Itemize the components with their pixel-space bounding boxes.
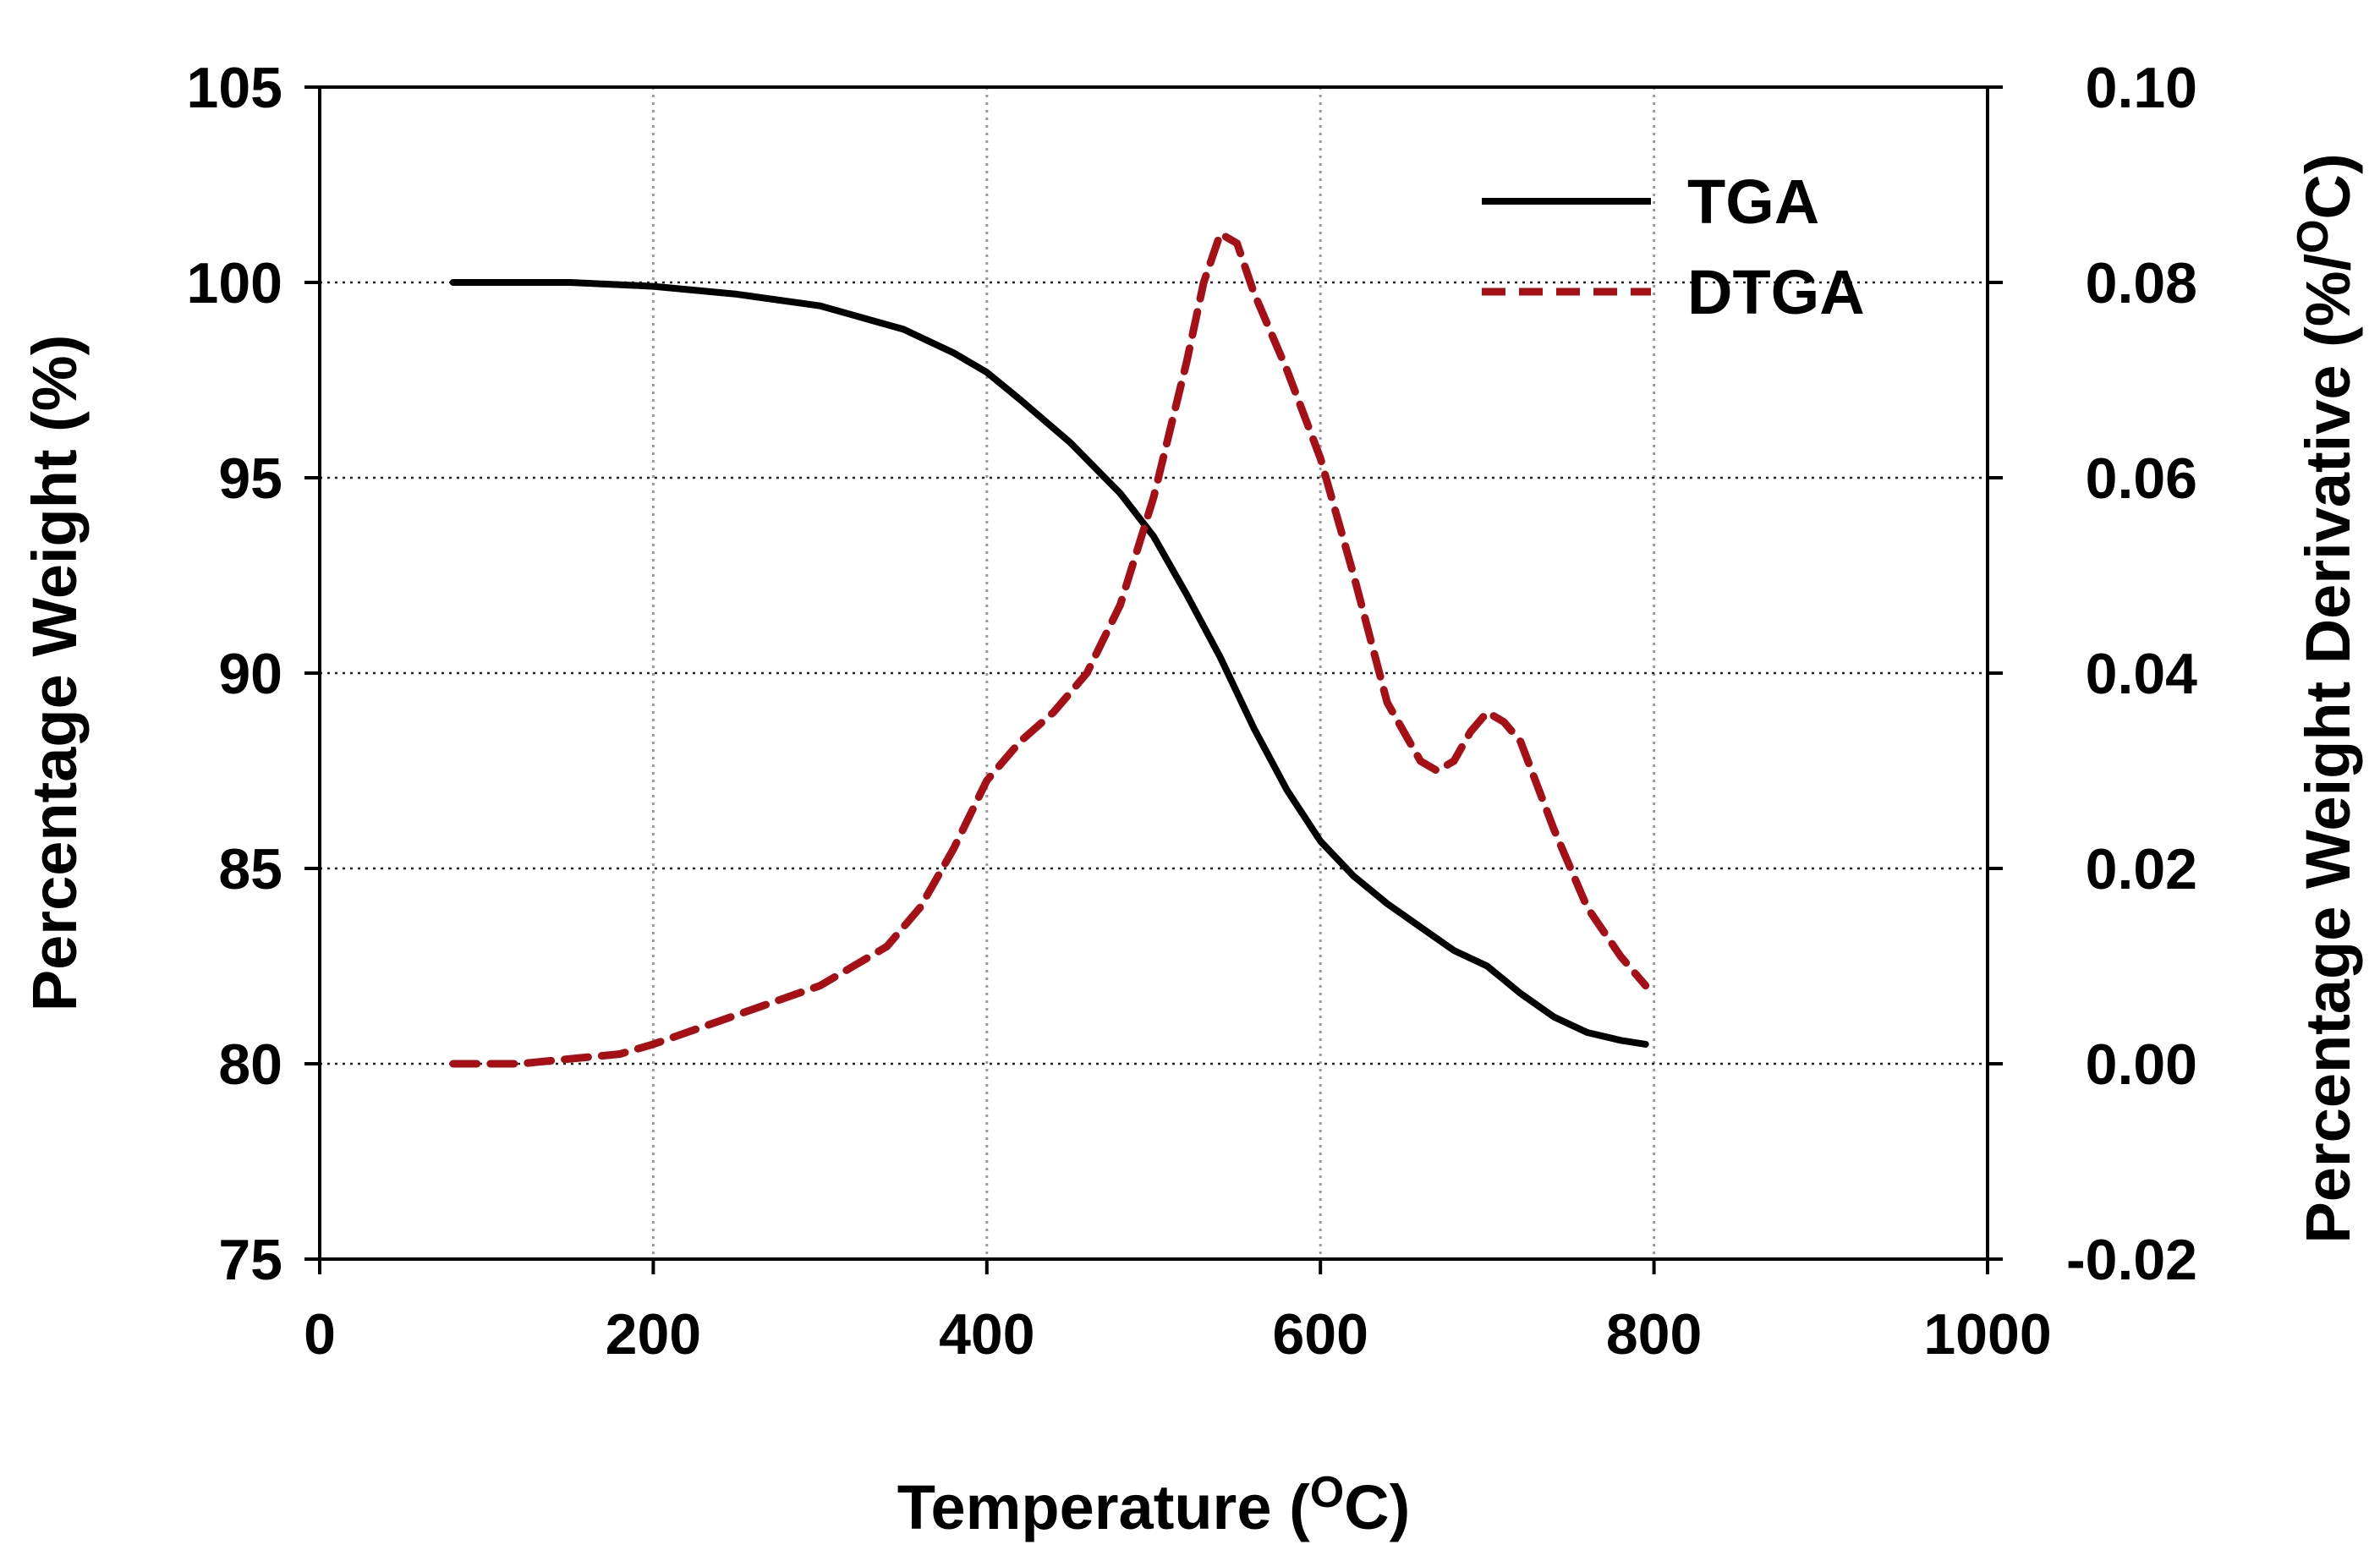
legend-label-dtga: DTGA	[1687, 257, 1865, 327]
y-right-tick-label: 0.08	[2086, 251, 2197, 315]
x-tick-label: 200	[606, 1302, 701, 1367]
x-axis-title-unit-sup: O	[1310, 1468, 1344, 1517]
x-tick-label: 400	[939, 1302, 1034, 1367]
x-tick-label: 0	[304, 1302, 336, 1367]
y-left-tick-label: 75	[218, 1228, 282, 1292]
series-layer	[449, 229, 1650, 1068]
y-right-tick-label: -0.02	[2066, 1228, 2197, 1292]
y-right-tick-label: 0.10	[2086, 56, 2197, 120]
y-right-axis-title-unit-tail: C)	[2293, 153, 2363, 219]
legend: TGA DTGA	[1482, 167, 1865, 327]
y-left-tick-label: 85	[218, 837, 282, 901]
y-left-tick-label: 95	[218, 446, 282, 511]
series-line-dtga	[449, 229, 1650, 1068]
y-left-tick-label: 105	[187, 56, 282, 120]
y-right-axis-title-unit-sup: O	[2289, 219, 2338, 253]
y-right-tick-label: 0.04	[2086, 642, 2198, 706]
ticks-layer: 0 200 400 600 800 1000 75 80 85 90 95 100 105 -0.02 0.…	[187, 56, 2198, 1367]
y-left-tick-label: 100	[187, 251, 282, 315]
y-right-tick-label: 0.06	[2086, 446, 2197, 511]
legend-label-tga: TGA	[1687, 167, 1819, 237]
y-right-axis-title: Percentage Weight Derivative (%/OC)	[2289, 153, 2363, 1243]
x-axis-title: Temperature (OC)	[897, 1468, 1411, 1542]
y-right-tick-label: 0.02	[2086, 837, 2197, 901]
grid-layer	[320, 87, 1988, 1259]
x-tick-label: 800	[1606, 1302, 1702, 1367]
y-right-tick-label: 0.00	[2086, 1032, 2197, 1097]
series-line-tga	[449, 279, 1649, 1048]
x-axis-title-text: Temperature (	[897, 1472, 1310, 1542]
y-left-tick-label: 80	[218, 1032, 282, 1097]
y-left-tick-label: 90	[218, 642, 282, 706]
y-left-axis-title: Percentage Weight (%)	[19, 335, 90, 1011]
y-right-axis-title-text: Percentage Weight Derivative (%/	[2293, 254, 2363, 1244]
x-tick-label: 1000	[1923, 1302, 2051, 1367]
x-axis-title-unit-tail: C)	[1344, 1472, 1410, 1542]
x-tick-label: 600	[1272, 1302, 1368, 1367]
